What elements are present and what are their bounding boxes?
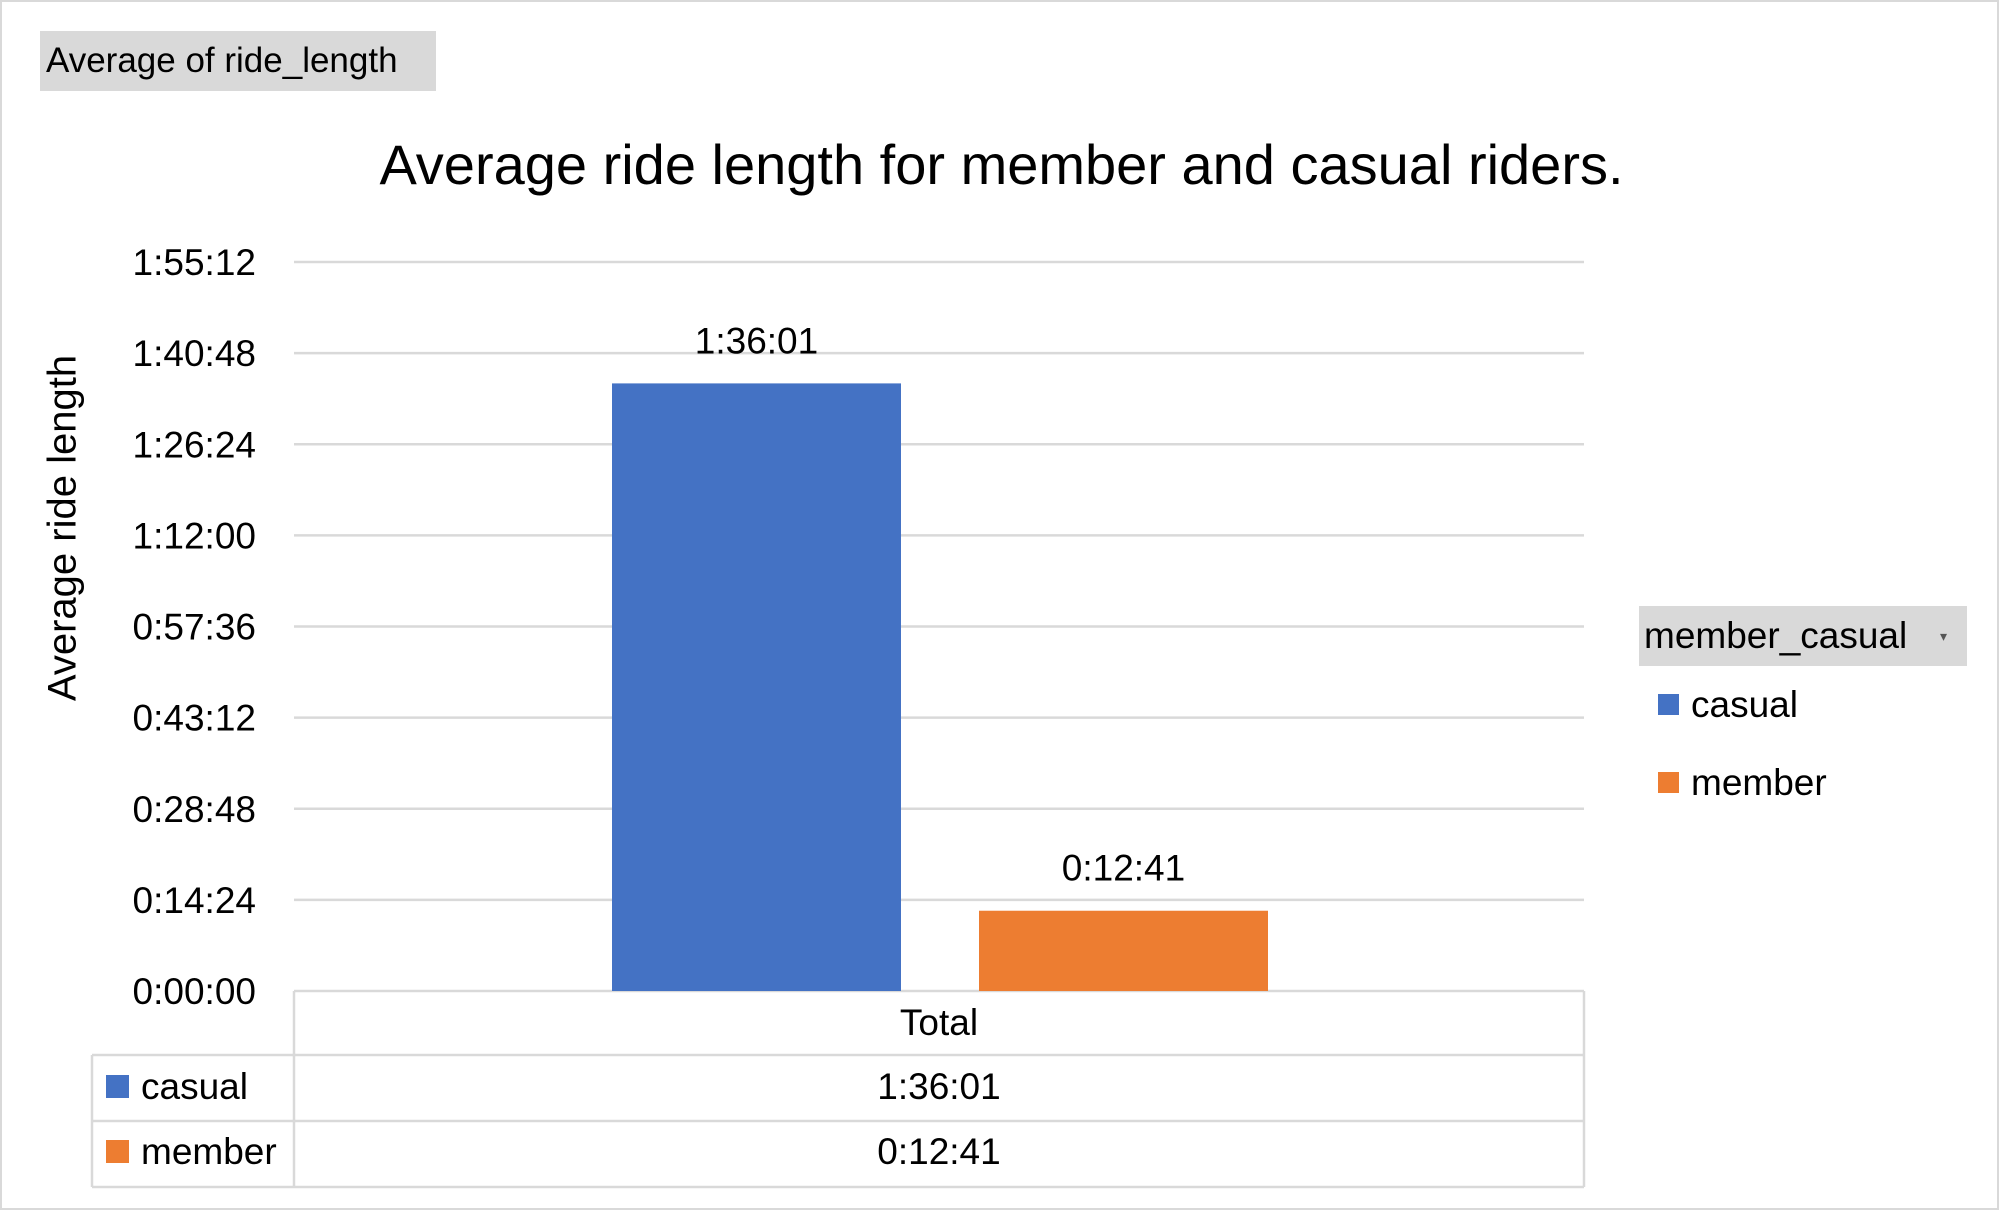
legend-item-casual[interactable]: casual — [1658, 680, 1798, 730]
y-tick-label: 0:28:48 — [133, 789, 256, 830]
chart-title: Average ride length for member and casua… — [379, 133, 1624, 196]
bar-member — [979, 910, 1268, 991]
y-tick-label: 1:12:00 — [133, 515, 256, 556]
legend-filter-button[interactable]: member_casual ▾ — [1639, 606, 1967, 666]
legend-label-casual: casual — [1691, 684, 1798, 725]
dropdown-arrow-icon: ▾ — [1939, 628, 1947, 644]
y-tick-label: 0:43:12 — [133, 698, 256, 739]
data-label-member: 0:12:41 — [1062, 848, 1185, 889]
legend-label-member: member — [1691, 762, 1827, 803]
y-tick-label: 1:55:12 — [133, 242, 256, 283]
y-tick-label: 0:00:00 — [133, 971, 256, 1012]
legend-swatch-casual — [1658, 693, 1679, 715]
y-tick-label: 1:26:24 — [133, 424, 256, 465]
legend-title: member_casual — [1644, 615, 1908, 656]
legend-item-member[interactable]: member — [1658, 758, 1827, 808]
y-tick-label: 0:57:36 — [133, 607, 256, 648]
data-label-casual: 1:36:01 — [695, 320, 818, 361]
bar-casual — [612, 383, 901, 991]
y-tick-label: 0:14:24 — [133, 880, 256, 921]
pivot-field-button[interactable]: Average of ride_length — [40, 31, 436, 91]
legend-swatch-member — [1658, 771, 1679, 793]
y-tick-label: 1:40:48 — [133, 333, 256, 374]
